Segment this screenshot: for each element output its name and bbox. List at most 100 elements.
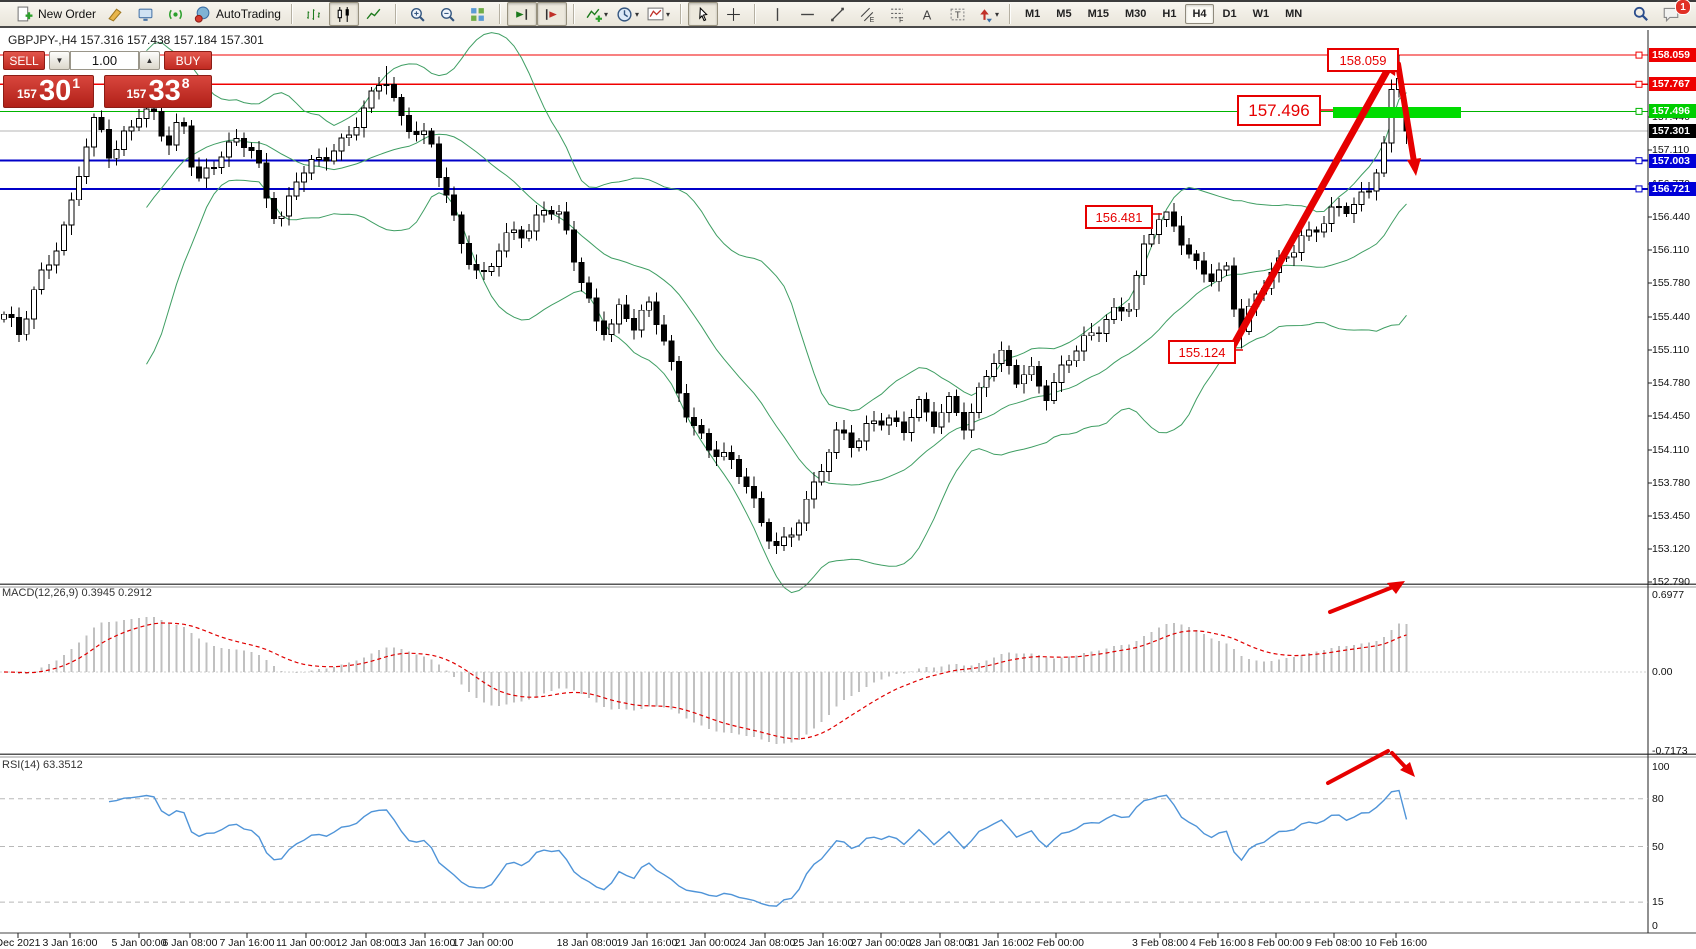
macd-label: MACD(12,26,9) 0.3945 0.2912 <box>2 587 152 599</box>
clock-icon <box>616 6 633 23</box>
search-button[interactable] <box>1626 2 1656 26</box>
macd-axis-tick: -0.7173 <box>1652 745 1688 757</box>
price-tick: 157.110 <box>1652 144 1690 156</box>
price-tick: 154.450 <box>1652 410 1690 422</box>
toolbar-separator <box>394 4 397 24</box>
toolbar: New Order AutoTrading ▾ ▾ ▾ E F A T ▾ M1… <box>0 0 1696 28</box>
label-tool-button[interactable]: T <box>942 2 972 26</box>
chart-canvas[interactable] <box>0 30 1696 949</box>
chart-shift-button[interactable] <box>536 2 567 26</box>
price-tick: 152.790 <box>1652 576 1690 588</box>
notifications-button[interactable]: 1 <box>1656 0 1691 26</box>
macd-axis-tick: 0.6977 <box>1652 589 1685 601</box>
horizontal-line-tool-button[interactable] <box>792 2 822 26</box>
timeframe-m30[interactable]: M30 <box>1124 8 1147 20</box>
bar-chart-button[interactable] <box>299 2 329 26</box>
timeframe-m1[interactable]: M1 <box>1025 8 1041 20</box>
date-label: 13 Jan 16:00 <box>394 937 456 949</box>
price-tick: 156.110 <box>1652 244 1690 256</box>
auto-scroll-button[interactable] <box>506 2 537 26</box>
sell-price-sup: 1 <box>72 75 81 91</box>
date-label: 3 Jan 16:00 <box>42 937 98 949</box>
price-badge: 158.059 <box>1649 48 1696 63</box>
price-badge: 157.767 <box>1649 77 1696 92</box>
toolbar-separator <box>1009 4 1012 24</box>
volume-increase-button[interactable]: ▲ <box>139 51 160 70</box>
candlestick-chart-button[interactable] <box>328 2 359 26</box>
tile-windows-button[interactable] <box>463 2 493 26</box>
line-chart-button[interactable] <box>359 2 389 26</box>
terminal-icon <box>137 6 154 23</box>
vertical-line-tool-button[interactable] <box>762 2 792 26</box>
label-icon: T <box>949 6 966 23</box>
one-click-trading-panel: SELL ▼ 1.00 ▲ BUY 157 30 1 157 33 8 <box>3 51 212 108</box>
date-label: 31 Jan 16:00 <box>967 937 1029 949</box>
price-annotation-156481[interactable]: 156.481 <box>1085 205 1153 229</box>
zoom-out-icon <box>439 6 456 23</box>
cursor-icon <box>695 6 712 23</box>
indicators-button[interactable]: ▾ <box>581 2 612 26</box>
timeframe-mn[interactable]: MN <box>1285 8 1303 20</box>
autotrading-button[interactable]: AutoTrading <box>190 2 285 26</box>
crosshair-button[interactable] <box>718 2 748 26</box>
price-annotation-155124[interactable]: 155.124 <box>1168 340 1236 364</box>
cursor-button[interactable] <box>688 2 718 26</box>
horizontal-line-icon <box>799 6 816 23</box>
timeframe-m5[interactable]: M5 <box>1056 8 1072 20</box>
fibonacci-tool-button[interactable]: F <box>882 2 912 26</box>
price-annotation-158059[interactable]: 158.059 <box>1327 48 1399 72</box>
timeframe-w1[interactable]: W1 <box>1252 8 1270 20</box>
sound-button[interactable] <box>160 2 190 26</box>
periods-button[interactable]: ▾ <box>612 2 643 26</box>
timeframe-h4[interactable]: H4 <box>1185 4 1214 24</box>
price-annotation-157496[interactable]: 157.496 <box>1237 95 1321 126</box>
buy-price-panel[interactable]: 157 33 8 <box>104 75 212 108</box>
arrows-icon <box>976 6 993 23</box>
equidistant-channel-tool-button[interactable]: E <box>852 2 882 26</box>
buy-button[interactable]: BUY <box>164 51 212 70</box>
date-label: 6 Jan 08:00 <box>162 937 218 949</box>
sell-button[interactable]: SELL <box>3 51 45 70</box>
date-label: 28 Jan 08:00 <box>909 937 971 949</box>
autotrading-label: AutoTrading <box>216 7 281 21</box>
terminal-button[interactable] <box>130 2 160 26</box>
price-tick: 155.440 <box>1652 311 1690 323</box>
svg-text:A: A <box>922 7 931 22</box>
fibonacci-icon: F <box>889 6 906 23</box>
zoom-out-button[interactable] <box>433 2 463 26</box>
zoom-in-button[interactable] <box>403 2 433 26</box>
zoom-in-icon <box>409 6 426 23</box>
text-tool-button[interactable]: A <box>912 2 942 26</box>
templates-button[interactable]: ▾ <box>643 2 674 26</box>
price-tick: 153.780 <box>1652 477 1690 489</box>
buy-price-big: 33 <box>148 75 181 107</box>
auto-scroll-icon <box>513 6 530 23</box>
timeframe-m15[interactable]: M15 <box>1087 8 1109 20</box>
price-badge: 157.496 <box>1649 104 1696 119</box>
timeframe-group: M1 M5 M15 M30 H1 H4 D1 W1 MN <box>1017 4 1310 24</box>
chisel-icon <box>107 6 124 23</box>
timeframe-h1[interactable]: H1 <box>1162 8 1177 20</box>
chisel-tool-button[interactable] <box>100 2 130 26</box>
chevron-down-icon: ▾ <box>603 9 608 19</box>
trendline-tool-button[interactable] <box>822 2 852 26</box>
volume-input[interactable]: 1.00 <box>70 51 139 70</box>
arrows-tool-button[interactable]: ▾ <box>972 2 1003 26</box>
timeframe-d1[interactable]: D1 <box>1222 8 1237 20</box>
chart-ohlc-title: GBPJPY-,H4 157.316 157.438 157.184 157.3… <box>8 33 264 47</box>
date-label: 8 Feb 00:00 <box>1247 937 1305 949</box>
volume-decrease-button[interactable]: ▼ <box>49 51 70 70</box>
date-label: 25 Jan 16:00 <box>792 937 854 949</box>
new-order-button[interactable]: New Order <box>12 2 100 26</box>
price-badge: 157.003 <box>1649 153 1696 168</box>
date-label: 19 Jan 16:00 <box>616 937 678 949</box>
sell-price-small: 157 <box>16 87 37 101</box>
chevron-down-icon: ▾ <box>634 9 639 19</box>
buy-price-small: 157 <box>126 87 147 101</box>
price-badge: 156.721 <box>1649 181 1696 196</box>
sell-price-panel[interactable]: 157 30 1 <box>3 75 94 108</box>
chevron-down-icon: ▾ <box>995 9 1000 19</box>
toolbar-separator <box>680 4 682 24</box>
date-label: 12 Jan 08:00 <box>335 937 397 949</box>
indicators-icon <box>585 6 602 23</box>
